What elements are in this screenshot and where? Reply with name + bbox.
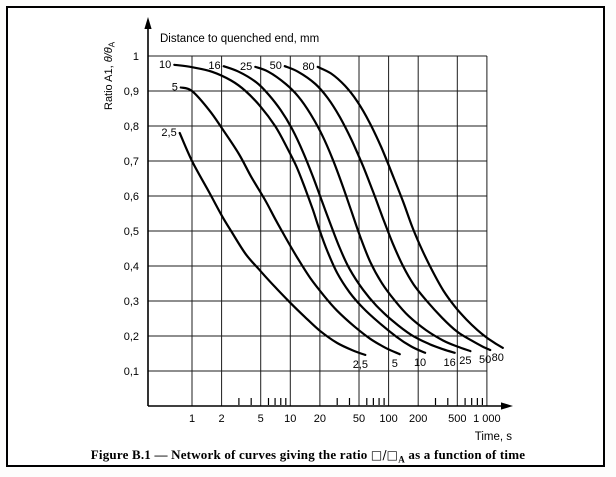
curve-start-label: 16 — [208, 60, 220, 72]
caption-ratio-subscript: A — [398, 454, 405, 465]
curve-end-label: 50 — [479, 354, 491, 366]
y-tick-label: 0,2 — [124, 331, 139, 343]
caption-text: Figure B.1 — Network of curves giving th… — [90, 447, 371, 462]
curve-25mm — [254, 65, 472, 353]
x-tick-label: 20 — [314, 413, 326, 425]
curve-50mm — [283, 65, 492, 352]
x-axis-title: Time, s — [475, 431, 513, 443]
y-tick-label: 0,3 — [124, 296, 139, 308]
x-axis-arrow-icon — [501, 402, 513, 410]
y-axis-title: Ratio A1, θ/θA — [103, 41, 117, 110]
curve-end-label: 2,5 — [353, 359, 368, 371]
y-tick-label: 0,4 — [124, 261, 139, 273]
x-tick-label: 2 — [219, 413, 225, 425]
x-tick-label: 50 — [353, 413, 365, 425]
y-tick-label: 0,5 — [124, 226, 139, 238]
curve-start-label: 80 — [302, 61, 314, 73]
x-tick-label: 100 — [379, 413, 397, 425]
curve-end-label: 5 — [392, 358, 398, 370]
x-tick-label: 10 — [284, 413, 296, 425]
y-tick-label: 0,8 — [124, 121, 139, 133]
y-axis-arrow-icon — [144, 17, 152, 29]
y-tick-label: 0,7 — [124, 156, 139, 168]
figure-caption: Figure B.1 — Network of curves giving th… — [0, 447, 616, 465]
y-tick-label: 1 — [133, 51, 139, 63]
caption-text-suffix: as a function of time — [404, 447, 526, 462]
y-tick-label: 0,1 — [124, 366, 139, 378]
curve-start-label: 10 — [159, 59, 171, 71]
x-tick-label: 1 — [189, 413, 195, 425]
curve-start-label: 25 — [240, 61, 252, 73]
x-tick-label: 500 — [448, 413, 466, 425]
curve-end-label: 80 — [492, 352, 504, 364]
curve-80mm — [316, 65, 504, 349]
curve-end-label: 16 — [444, 357, 456, 369]
x-tick-label: 200 — [409, 413, 427, 425]
curve-end-label: 25 — [459, 355, 471, 367]
x-tick-label: 5 — [258, 413, 264, 425]
caption-ratio-symbol: □/□ — [370, 448, 399, 462]
curve-start-label: 50 — [270, 60, 282, 72]
figure-frame — [6, 6, 605, 467]
chart-header: Distance to quenched end, mm — [160, 33, 319, 45]
y-tick-label: 0,6 — [124, 191, 139, 203]
curve-16mm — [222, 65, 456, 354]
curve-5mm — [179, 86, 401, 356]
x-tick-label: 1 000 — [473, 413, 501, 425]
curve-start-label: 5 — [172, 82, 178, 94]
y-tick-label: 0,9 — [124, 86, 139, 98]
curve-2.5mm — [178, 131, 367, 356]
curve-10mm — [173, 63, 427, 354]
curve-start-label: 2,5 — [161, 127, 176, 139]
curve-end-label: 10 — [414, 357, 426, 369]
